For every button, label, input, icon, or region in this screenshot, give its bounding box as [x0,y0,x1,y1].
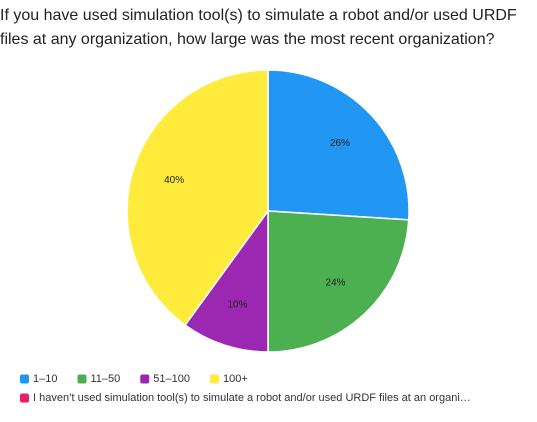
legend-label: 100+ [223,373,248,385]
legend-swatch [20,393,29,403]
pie-slice [126,69,269,327]
slice-label: 24% [326,278,346,289]
chart-title: If you have used simulation tool(s) to s… [0,7,517,48]
pie-slice [267,210,410,353]
legend-swatch [20,374,29,384]
legend-label: I haven’t used simulation tool(s) to sim… [33,392,471,404]
legend-swatch [77,374,87,384]
legend-label: 11–50 [90,373,120,385]
slice-label: 10% [227,300,247,311]
pie-slice [267,69,410,221]
legend-label: 1–10 [33,373,57,385]
legend-swatch [140,374,150,384]
slice-label: 26% [330,138,350,149]
legend-swatch [209,374,219,384]
slice-label: 40% [164,175,184,186]
legend-label: 51–100 [153,373,190,385]
pie-slice [184,208,269,353]
